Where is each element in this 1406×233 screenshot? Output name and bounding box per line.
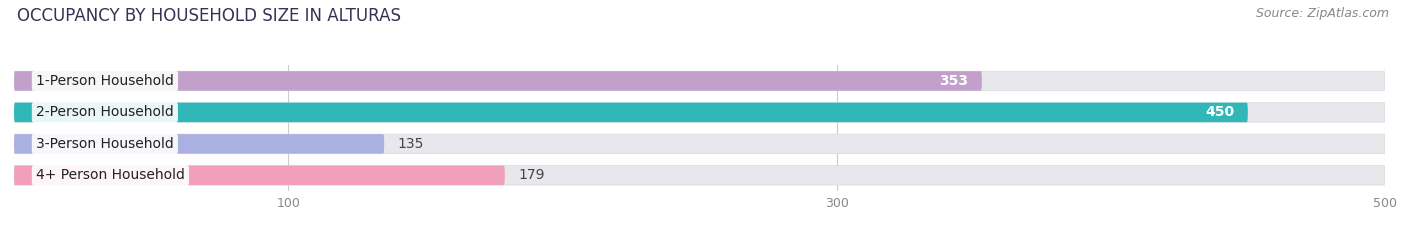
Text: 2-Person Household: 2-Person Household (37, 105, 174, 120)
FancyBboxPatch shape (14, 71, 1385, 91)
Text: 3-Person Household: 3-Person Household (37, 137, 174, 151)
Text: 450: 450 (1205, 105, 1234, 120)
FancyBboxPatch shape (14, 71, 981, 91)
Text: 179: 179 (519, 168, 546, 182)
FancyBboxPatch shape (14, 166, 505, 185)
Text: 135: 135 (398, 137, 425, 151)
Text: 353: 353 (939, 74, 969, 88)
FancyBboxPatch shape (14, 134, 1385, 154)
FancyBboxPatch shape (14, 103, 1249, 122)
Text: OCCUPANCY BY HOUSEHOLD SIZE IN ALTURAS: OCCUPANCY BY HOUSEHOLD SIZE IN ALTURAS (17, 7, 401, 25)
Text: 4+ Person Household: 4+ Person Household (37, 168, 184, 182)
FancyBboxPatch shape (14, 134, 384, 154)
Text: Source: ZipAtlas.com: Source: ZipAtlas.com (1256, 7, 1389, 20)
Text: 1-Person Household: 1-Person Household (37, 74, 174, 88)
FancyBboxPatch shape (14, 166, 1385, 185)
FancyBboxPatch shape (14, 103, 1385, 122)
